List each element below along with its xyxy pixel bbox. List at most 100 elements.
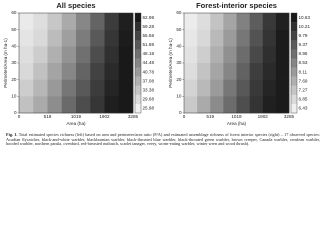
x-tick-label: 3285 <box>128 114 139 119</box>
colorbar-swatch <box>135 31 141 41</box>
x-tick-label: 3285 <box>284 114 295 119</box>
x-tick-label: 1019 <box>71 114 82 119</box>
heat-cell <box>104 63 120 80</box>
heat-cell <box>262 63 277 80</box>
heat-cell <box>61 29 77 47</box>
heat-cell <box>275 63 290 80</box>
colorbar-swatch <box>135 94 141 105</box>
heat-cell <box>118 13 134 30</box>
heat-cell <box>33 79 48 97</box>
colorbar-swatch <box>135 85 141 96</box>
heat-cell <box>197 63 211 80</box>
heat-cell <box>104 13 120 30</box>
heat-cell <box>118 63 134 80</box>
colorbar-label: 7.69 <box>299 78 308 83</box>
heat-cell <box>47 46 63 64</box>
x-tick-label: 1019 <box>231 114 242 119</box>
heat-cell <box>104 79 120 97</box>
heat-cell <box>223 13 237 30</box>
heat-cell <box>61 13 77 30</box>
heat-cell <box>210 13 224 30</box>
heat-cell <box>210 63 224 80</box>
colorbar-label: 6.43 <box>299 106 308 111</box>
heat-cell <box>61 46 77 64</box>
colorbar-label: 10.63 <box>299 15 311 20</box>
colorbar-label: 7.27 <box>299 87 308 92</box>
colorbar-swatch <box>135 58 141 68</box>
colorbar-swatch <box>135 22 141 32</box>
heat-cell <box>104 29 120 47</box>
heat-cell <box>47 13 63 30</box>
heat-cell <box>236 29 250 47</box>
colorbar-swatch <box>291 94 297 105</box>
heat-cell <box>19 96 34 114</box>
colorbar-swatch <box>135 40 141 50</box>
heat-cell <box>19 79 34 97</box>
heat-cell <box>210 29 224 47</box>
heat-cell <box>184 13 198 30</box>
heat-cell <box>76 29 91 47</box>
heat-cell <box>223 96 237 114</box>
colorbar-label: 51.88 <box>143 42 155 47</box>
figure-page: All species 0 10 20 30 40 50 60 0 519 1019 1902 3285… <box>3 1 320 147</box>
heat-cell <box>236 63 250 80</box>
heat-cell <box>262 79 277 97</box>
colorbar-label: 44.48 <box>143 60 155 65</box>
y-tick-label: 30 <box>11 60 17 65</box>
y-tick-label: 40 <box>11 44 17 49</box>
heat-cell <box>184 96 198 114</box>
heat-cell <box>262 46 277 64</box>
heat-cell <box>19 63 34 80</box>
heat-cell <box>33 96 48 114</box>
heat-cell <box>197 13 211 30</box>
heat-cell <box>210 79 224 97</box>
heat-cell <box>19 46 34 64</box>
colorbar-swatch <box>135 103 141 114</box>
heat-cell <box>61 96 77 114</box>
colorbar-swatch <box>291 76 297 86</box>
colorbar-swatch <box>135 49 141 59</box>
figure: All species 0 10 20 30 40 50 60 0 519 1019 1902 3285… <box>3 1 311 126</box>
x-tick-label: 519 <box>44 114 52 119</box>
x-axis-label: Area (ha) <box>66 121 86 126</box>
heat-cell <box>197 96 211 114</box>
heat-cell <box>223 63 237 80</box>
colorbar-label: 48.18 <box>143 51 155 56</box>
heat-cell <box>33 29 48 47</box>
heat-cell <box>197 46 211 64</box>
heat-cell <box>118 79 134 97</box>
colorbar-label: 29.68 <box>143 97 155 102</box>
colorbar-label: 40.78 <box>143 69 155 74</box>
heat-cell <box>118 96 134 114</box>
heat-cell <box>104 96 120 114</box>
colorbar-swatch <box>291 49 297 59</box>
colorbar-swatch <box>291 31 297 41</box>
colorbar-label: 62.98 <box>143 15 155 20</box>
colorbar-label: 6.85 <box>299 97 308 102</box>
heat-cell <box>197 29 211 47</box>
heat-cell <box>210 96 224 114</box>
colorbar-swatch <box>291 13 297 23</box>
heat-cell <box>61 63 77 80</box>
colorbar-label: 8.53 <box>299 60 308 65</box>
colorbar-swatch <box>135 67 141 77</box>
heat-cell <box>90 29 105 47</box>
x-tick-label: 519 <box>206 114 214 119</box>
heat-cell <box>76 46 91 64</box>
heat-cell <box>184 79 198 97</box>
y-tick-label: 20 <box>176 77 182 82</box>
heat-cell <box>249 29 264 47</box>
heat-cell <box>275 96 290 114</box>
x-tick-label: 1902 <box>258 114 269 119</box>
x-tick-label: 0 <box>183 114 186 119</box>
colorbar-label: 8.11 <box>299 69 308 74</box>
colorbar-label: 25.98 <box>143 106 155 111</box>
heat-cell <box>61 79 77 97</box>
heat-cell <box>118 46 134 64</box>
caption: Fig. 1. Total estimated species richness… <box>6 132 320 147</box>
y-tick-label: 10 <box>176 94 182 99</box>
heat-cell <box>249 96 264 114</box>
heat-cell <box>90 79 105 97</box>
heat-cell <box>223 79 237 97</box>
y-tick-label: 0 <box>179 110 182 115</box>
